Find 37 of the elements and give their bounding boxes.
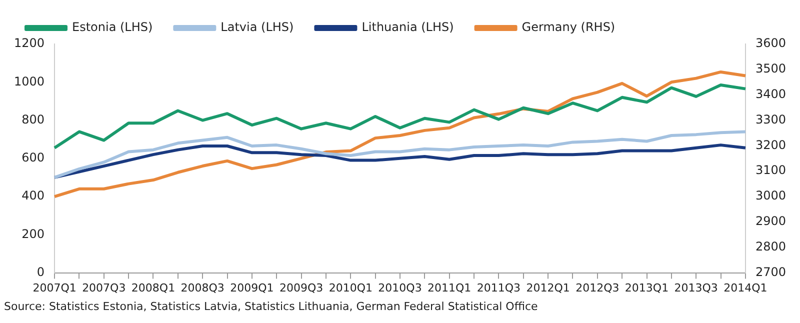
legend-label: Lithuania (LHS) <box>362 20 454 34</box>
y2-tick-label: 3000 <box>755 188 786 203</box>
x-tick-label: 2007Q3 <box>82 281 126 294</box>
x-tick-label: 2007Q1 <box>32 281 76 294</box>
x-tick-label: 2008Q3 <box>180 281 224 294</box>
legend-label: Estonia (LHS) <box>72 20 153 34</box>
x-tick-label: 2009Q3 <box>279 281 324 294</box>
y-tick-label: 1200 <box>14 36 45 50</box>
y-tick-label: 200 <box>22 226 45 241</box>
y2-tick-label: 2700 <box>755 264 786 279</box>
y2-tick-label: 3100 <box>755 163 786 178</box>
y-tick-label: 1000 <box>14 74 45 88</box>
y2-tick-label: 3300 <box>755 112 786 126</box>
y2-tick-label: 3200 <box>755 138 786 152</box>
x-tick-label: 2009Q1 <box>230 281 274 294</box>
x-tick-label: 2012Q3 <box>576 281 620 294</box>
x-tick-label: 2014Q1 <box>724 281 768 294</box>
y-tick-label: 800 <box>22 112 45 126</box>
y-tick-label: 600 <box>22 150 45 165</box>
y-tick-label: 400 <box>22 188 45 203</box>
x-tick-label: 2012Q1 <box>526 281 570 294</box>
y-tick-label: 0 <box>36 264 45 279</box>
x-tick-label: 2010Q1 <box>328 281 372 294</box>
y2-tick-label: 3500 <box>755 62 786 76</box>
y2-tick-label: 2800 <box>755 240 786 254</box>
legend-label: Germany (RHS) <box>522 20 616 34</box>
source-note: Source: Statistics Estonia, Statistics Latvia, Statistics Lithuania, German Federal Statistical Office <box>3 299 539 315</box>
y2-tick-label: 3400 <box>755 86 786 101</box>
x-tick-label: 2011Q1 <box>428 281 472 294</box>
x-tick-label: 2008Q1 <box>131 281 176 294</box>
x-tick-label: 2013Q1 <box>624 281 669 294</box>
y2-tick-label: 3600 <box>755 36 786 50</box>
x-tick-label: 2013Q3 <box>674 281 718 294</box>
x-tick-label: 2010Q3 <box>378 281 422 294</box>
y2-tick-label: 2900 <box>755 214 786 228</box>
x-tick-label: 2011Q3 <box>476 281 521 294</box>
legend-label: Latvia (LHS) <box>220 20 294 34</box>
